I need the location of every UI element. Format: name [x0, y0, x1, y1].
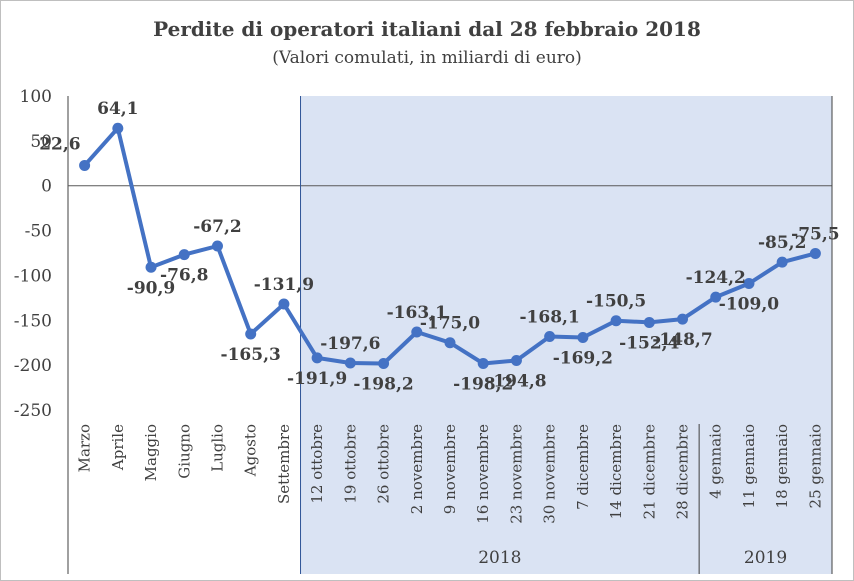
data-point [378, 358, 390, 370]
data-point [809, 247, 821, 259]
data-point [112, 122, 124, 134]
x-tick-label: 9 novembre [441, 424, 459, 514]
data-label: -191,9 [287, 369, 347, 389]
data-label: -76,8 [160, 266, 208, 286]
data-point [145, 261, 157, 273]
y-tick-label: -150 [14, 311, 52, 331]
data-point [677, 313, 689, 325]
x-tick-label: Aprile [109, 424, 127, 471]
data-label: -131,9 [254, 275, 314, 295]
y-tick-label: 100 [20, 87, 52, 107]
data-label: 64,1 [97, 99, 138, 119]
x-tick-label: Maggio [142, 424, 160, 481]
data-point [444, 337, 456, 349]
chart-subtitle: (Valori comulati, in miliardi di euro) [272, 48, 582, 68]
group-label: 2019 [744, 548, 787, 568]
data-point [411, 326, 423, 338]
x-axis-ticks: Marzo Aprile Maggio Giugno Luglio Agosto Sette… [76, 424, 825, 524]
data-point [211, 240, 223, 252]
data-label: -67,2 [193, 217, 241, 237]
data-label: -150,5 [586, 292, 646, 312]
data-point [544, 331, 556, 343]
data-label: -169,2 [553, 349, 613, 369]
x-tick-label: Settembre [275, 424, 293, 504]
data-label: -163,1 [387, 303, 447, 323]
data-label: -124,2 [686, 268, 746, 288]
data-point [311, 352, 323, 364]
data-point [710, 291, 722, 303]
x-tick-label: 11 gennaio [740, 424, 758, 508]
x-tick-label: Marzo [76, 424, 94, 472]
x-tick-label: 18 gennaio [773, 424, 791, 508]
data-label: -194,8 [486, 371, 546, 391]
x-tick-label: 28 dicembre [674, 424, 692, 520]
x-tick-label: 12 ottobre [308, 424, 326, 504]
group-label: 2018 [478, 548, 521, 568]
data-label: -175,0 [420, 314, 480, 334]
data-label: -197,6 [320, 334, 380, 354]
y-tick-label: -100 [14, 266, 52, 286]
data-point [776, 256, 788, 268]
y-tick-label: 0 [41, 177, 52, 197]
x-tick-label: Agosto [242, 424, 260, 477]
data-label: -90,9 [127, 278, 175, 298]
data-point [245, 328, 257, 340]
x-tick-label: 30 novembre [541, 424, 559, 524]
x-tick-label: 4 gennaio [707, 424, 725, 499]
series-line [79, 122, 821, 370]
y-tick-label: -250 [14, 401, 52, 421]
data-point [610, 315, 622, 327]
x-axis-groups: 2018 2019 [478, 424, 787, 574]
data-label: -168,1 [520, 308, 580, 328]
data-label: -198,2 [453, 375, 513, 395]
data-label: -198,2 [353, 375, 413, 395]
data-point [643, 316, 655, 328]
y-tick-label: 50 [30, 132, 52, 152]
axes [67, 96, 833, 574]
data-label: -152,4 [619, 333, 679, 353]
y-tick-label: -200 [14, 356, 52, 376]
data-point [79, 159, 91, 171]
x-tick-label: 2 novembre [408, 424, 426, 514]
x-tick-label: 14 dicembre [607, 424, 625, 520]
data-label: -75,5 [791, 224, 839, 244]
x-tick-label: 23 novembre [507, 424, 525, 524]
y-axis-ticks: 100 50 0 -50 -100 -150 -200 -250 [14, 87, 52, 421]
data-point [477, 358, 489, 370]
data-point [344, 357, 356, 369]
data-label: -148,7 [652, 330, 712, 350]
data-point [178, 249, 190, 261]
data-label: -165,3 [221, 345, 281, 365]
x-tick-label: 21 dicembre [640, 424, 658, 520]
x-tick-label: 26 ottobre [375, 424, 393, 504]
data-point [510, 354, 522, 366]
data-point [743, 278, 755, 290]
x-tick-label: 16 novembre [474, 424, 492, 524]
x-tick-label: 25 gennaio [806, 424, 824, 508]
x-tick-label: 19 ottobre [341, 424, 359, 504]
data-label: -85,2 [758, 233, 806, 253]
x-tick-label: Giugno [175, 424, 193, 479]
data-point [577, 332, 589, 344]
data-label: 22,6 [39, 134, 80, 154]
y-tick-label: -50 [25, 222, 52, 242]
chart-title: Perdite di operatori italiani dal 28 feb… [153, 17, 701, 41]
data-point [278, 298, 290, 310]
x-tick-label: 7 dicembre [574, 424, 592, 510]
data-label: -109,0 [719, 295, 779, 315]
data-labels: 22,6 64,1 -90,9-76,8 -67,2 -165,3 -131,9 -191,… [39, 99, 839, 394]
x-tick-label: Luglio [208, 424, 226, 472]
